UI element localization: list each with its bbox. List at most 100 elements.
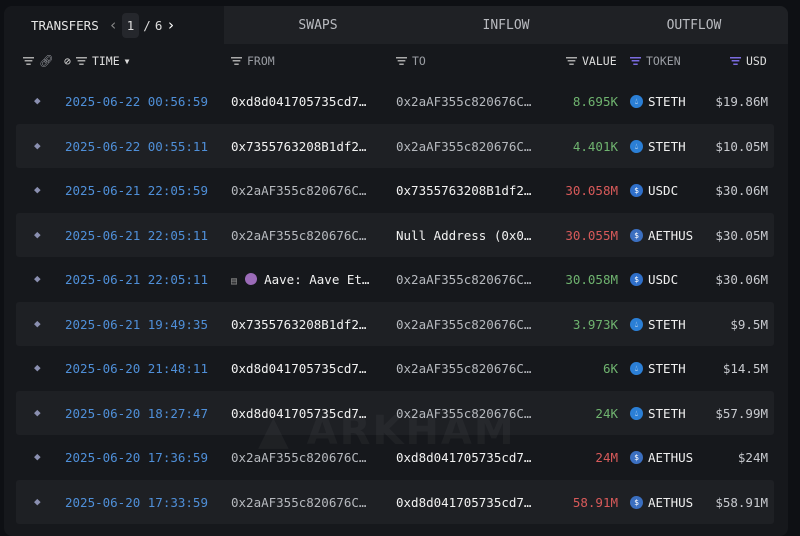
current-page[interactable]: 1: [121, 12, 140, 38]
from-address-text: 0x7355763208B1df2…: [231, 138, 367, 154]
table-row[interactable]: ◆ 2025-06-20 17:33:59 0x2aAF355c820676C……: [16, 479, 774, 524]
time-link[interactable]: 2025-06-21 19:49:35: [65, 316, 208, 332]
to-address[interactable]: 0x2aAF355c820676C…: [396, 361, 532, 376]
token-symbol: STETH: [648, 361, 686, 376]
time-link[interactable]: 2025-06-21 22:05:11: [65, 272, 208, 287]
tab-bar: TRANSFERS ‹ 1 / 6 › SWAPS INFLOW OUTFLOW: [4, 6, 788, 44]
filter-icon[interactable]: [75, 57, 87, 65]
from-address[interactable]: 0x2aAF355c820676C…: [231, 228, 366, 243]
from-address[interactable]: 0x2aAF355c820676C…: [231, 450, 366, 465]
token-symbol: AETHUS: [648, 450, 694, 465]
table-row[interactable]: ◆ 2025-06-22 00:56:59 0xd8d041705735cd7……: [16, 79, 774, 124]
time-link[interactable]: 2025-06-21 22:05:59: [65, 183, 208, 198]
link-icon[interactable]: 🔗︎: [39, 54, 54, 68]
tab-swaps[interactable]: SWAPS: [224, 6, 412, 44]
from-address[interactable]: 0xd8d041705735cd7…: [231, 406, 366, 421]
token[interactable]: $ AETHUS: [630, 495, 693, 510]
tab-outflow[interactable]: OUTFLOW: [600, 6, 788, 44]
to-address[interactable]: Null Address (0x0…: [396, 227, 532, 243]
col-usd[interactable]: USD: [746, 54, 767, 68]
chevron-left-icon[interactable]: ‹: [108, 16, 118, 34]
to-address[interactable]: 0xd8d041705735cd7…: [396, 494, 532, 510]
time-link[interactable]: 2025-06-20 17:33:59: [65, 494, 208, 510]
value: 4.401K: [572, 138, 618, 154]
to-address[interactable]: 0x2aAF355c820676C…: [396, 138, 532, 154]
table-row[interactable]: ◆ 2025-06-20 18:27:47 0xd8d041705735cd7……: [16, 390, 774, 435]
value: 24M: [595, 450, 618, 465]
steth-token-icon: 💧︎: [630, 317, 643, 331]
col-time[interactable]: TIME: [91, 54, 120, 68]
filter-icon[interactable]: [566, 57, 577, 65]
from-address[interactable]: 0x7355763208B1df2…: [231, 139, 366, 154]
pager: ‹ 1 / 6 ›: [108, 12, 176, 38]
tab-inflow[interactable]: INFLOW: [412, 6, 600, 44]
time-link[interactable]: 2025-06-20 21:48:11: [65, 361, 208, 376]
ethereum-chain-icon: ◆: [34, 94, 41, 107]
filter-icon[interactable]: [730, 57, 741, 65]
from-address-text: 0xd8d041705735cd7…: [231, 361, 367, 376]
table-row[interactable]: ◆ 2025-06-21 22:05:11 ▤ Aave: Aave Et… 0…: [16, 257, 774, 302]
token[interactable]: $ AETHUS: [630, 450, 693, 465]
to-address[interactable]: 0xd8d041705735cd7…: [396, 450, 532, 465]
from-address-text: 0xd8d041705735cd7…: [231, 405, 367, 421]
table-row[interactable]: ◆ 2025-06-20 17:36:59 0x2aAF355c820676C……: [16, 435, 774, 480]
total-pages: 6: [154, 17, 163, 33]
usd-value: $19.86M: [715, 94, 768, 109]
from-address[interactable]: ▤ Aave: Aave Et…: [231, 272, 369, 287]
from-address[interactable]: 0x2aAF355c820676C…: [231, 495, 366, 510]
to-address[interactable]: 0x2aAF355c820676C…: [396, 316, 532, 332]
time-link[interactable]: 2025-06-20 17:36:59: [65, 450, 208, 465]
filter-icon[interactable]: [231, 57, 242, 65]
filter-icon[interactable]: [23, 57, 34, 65]
ethereum-chain-icon: ◆: [34, 138, 41, 152]
sort-desc-icon[interactable]: ▼: [124, 56, 130, 66]
filter-icon[interactable]: [630, 57, 641, 65]
time-link[interactable]: 2025-06-20 18:27:47: [65, 405, 208, 421]
time-link[interactable]: 2025-06-22 00:56:59: [65, 94, 208, 109]
from-address-text: 0xd8d041705735cd7…: [231, 94, 367, 109]
value: 30.058M: [565, 183, 618, 198]
table-row[interactable]: ◆ 2025-06-21 19:49:35 0x7355763208B1df2……: [16, 301, 774, 346]
ethereum-chain-icon: ◆: [34, 227, 41, 241]
token[interactable]: 💧︎ STETH: [630, 317, 686, 332]
token[interactable]: 💧︎ STETH: [630, 406, 686, 421]
token[interactable]: 💧︎ STETH: [630, 139, 686, 154]
table-row[interactable]: ◆ 2025-06-20 21:48:11 0xd8d041705735cd7……: [16, 346, 774, 391]
col-value[interactable]: VALUE: [582, 54, 617, 68]
time-link[interactable]: 2025-06-22 00:55:11: [65, 138, 208, 154]
to-address[interactable]: 0x2aAF355c820676C…: [396, 272, 532, 287]
usd-value: $24M: [737, 450, 768, 465]
filter-icon[interactable]: [396, 57, 407, 65]
token[interactable]: 💧︎ STETH: [630, 361, 686, 376]
value: 8.695K: [572, 94, 618, 109]
to-address[interactable]: 0x2aAF355c820676C…: [396, 405, 532, 421]
from-address[interactable]: 0xd8d041705735cd7…: [231, 94, 366, 109]
aave-logo-icon: [244, 273, 257, 285]
col-token[interactable]: TOKEN: [646, 54, 681, 68]
aethus-token-icon: $: [630, 228, 643, 242]
hide-icon[interactable]: ⊘: [64, 54, 71, 68]
from-address[interactable]: 0x2aAF355c820676C…: [231, 183, 366, 198]
tab-transfers-label: TRANSFERS: [31, 17, 99, 33]
table-row[interactable]: ◆ 2025-06-21 22:05:59 0x2aAF355c820676C……: [16, 168, 774, 213]
from-address[interactable]: 0x7355763208B1df2…: [231, 317, 366, 332]
arkham-watermark: ▲ ARKHAM: [258, 408, 516, 454]
token-symbol: AETHUS: [648, 494, 694, 510]
col-to[interactable]: TO: [412, 54, 426, 68]
col-from[interactable]: FROM: [247, 54, 275, 68]
ethereum-chain-icon: ◆: [34, 316, 41, 330]
table-row[interactable]: ◆ 2025-06-22 00:55:11 0x7355763208B1df2……: [16, 123, 774, 168]
time-link[interactable]: 2025-06-21 22:05:11: [65, 227, 208, 243]
to-address[interactable]: 0x7355763208B1df2…: [396, 183, 532, 198]
from-address[interactable]: 0xd8d041705735cd7…: [231, 361, 366, 376]
value: 58.91M: [572, 494, 618, 510]
token[interactable]: $ AETHUS: [630, 228, 693, 243]
token-symbol: STETH: [648, 316, 686, 332]
token[interactable]: $ USDC: [630, 272, 678, 287]
tab-transfers[interactable]: TRANSFERS ‹ 1 / 6 ›: [4, 6, 224, 44]
token[interactable]: $ USDC: [630, 183, 678, 198]
to-address[interactable]: 0x2aAF355c820676C…: [396, 94, 532, 109]
token[interactable]: 💧︎ STETH: [630, 94, 686, 109]
table-row[interactable]: ◆ 2025-06-21 22:05:11 0x2aAF355c820676C……: [16, 212, 774, 257]
chevron-right-icon[interactable]: ›: [166, 16, 176, 34]
